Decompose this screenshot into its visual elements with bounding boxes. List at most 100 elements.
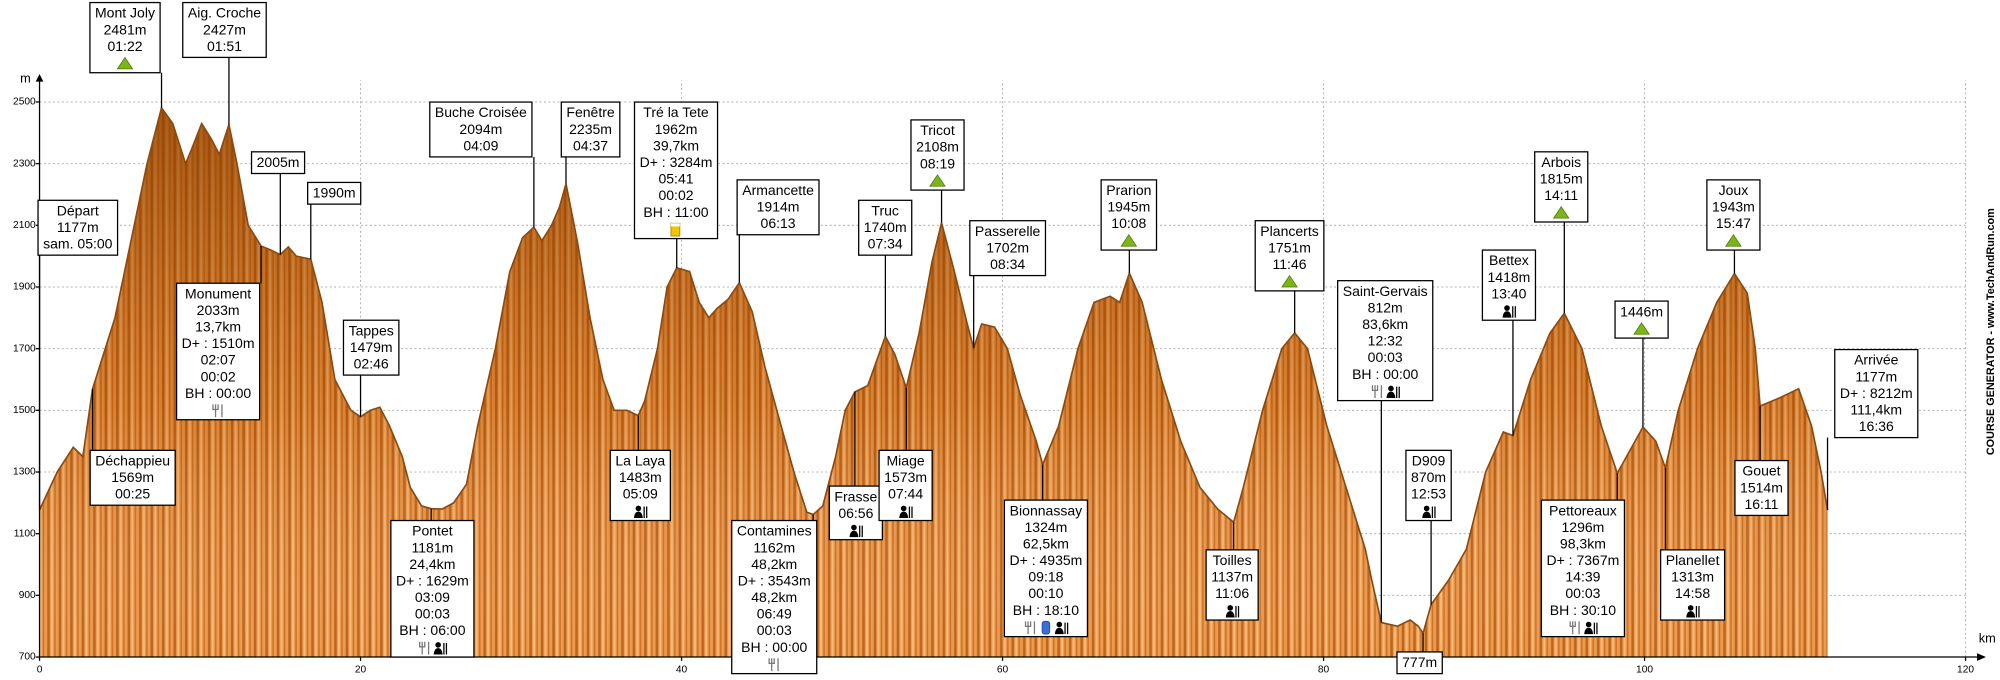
- aid-icon: [849, 530, 859, 538]
- waypoint-label: 05:41: [658, 171, 693, 187]
- restaurant-icon: [1024, 621, 1036, 635]
- waypoint-label: Prarion: [1106, 182, 1151, 198]
- waypoint-label: 02:46: [354, 356, 389, 372]
- waypoint-label: 62,5km: [1023, 535, 1069, 551]
- waypoint-label: Pontet: [412, 523, 453, 539]
- waypoint-box: [1254, 220, 1325, 292]
- waypoint-label: 14:39: [1565, 569, 1600, 585]
- waypoint-label: Arrivée: [1854, 352, 1899, 368]
- waypoint: 777m: [1396, 633, 1443, 675]
- credit: COURSE GENERATOR - www.TechAndRun.com: [1985, 208, 1997, 455]
- waypoint-box: [633, 101, 719, 240]
- waypoint-label: Contamines: [737, 523, 812, 539]
- waypoint-label: 1751m: [1268, 239, 1311, 255]
- waypoint-label: 07:34: [868, 236, 903, 252]
- waypoint-box: [250, 151, 306, 175]
- waypoint-label: 777m: [1402, 654, 1437, 670]
- waypoint-box: [1337, 280, 1434, 402]
- waypoint-label: 14:11: [1544, 187, 1578, 203]
- x-tick-label: 20: [355, 664, 367, 675]
- waypoint-label: Joux: [1719, 182, 1749, 198]
- waypoint-label: Gouet: [1742, 463, 1780, 479]
- restaurant-icon: [212, 404, 223, 418]
- waypoint-label: 15:47: [1716, 215, 1751, 231]
- waypoint-box: [1003, 499, 1089, 638]
- waypoint-label: D+ : 3284m: [640, 154, 713, 170]
- aid-icon: [1584, 627, 1594, 635]
- aid-icon: [899, 511, 909, 518]
- waypoint-label: BH : 06:00: [399, 622, 465, 638]
- waypoint-label: Déchappieu: [95, 453, 170, 469]
- waypoint-label: 04:09: [463, 137, 498, 153]
- waypoint-label: Plancerts: [1260, 223, 1318, 239]
- waypoint-label: 2427m: [203, 21, 246, 37]
- waypoint-label: Arbois: [1541, 154, 1581, 170]
- waypoint-label: BH : 30:10: [1550, 602, 1616, 618]
- waypoint-box: [307, 181, 362, 205]
- aid-icon: [1502, 311, 1512, 318]
- summit-icon: [1552, 205, 1570, 219]
- aid-icon: [1388, 385, 1394, 392]
- y-tick-label: 1500: [13, 405, 36, 416]
- waypoint-label: D+ : 1629m: [396, 572, 469, 588]
- waypoint-box: [1396, 651, 1443, 675]
- aid-icon: [1227, 605, 1234, 611]
- waypoint-label: BH : 00:00: [1352, 366, 1418, 382]
- profile-shade: [39, 107, 1828, 658]
- y-axis-label: m: [20, 70, 31, 85]
- summit-icon: [1725, 234, 1742, 247]
- waypoint-label: Mont Joly: [95, 5, 155, 21]
- waypoint-label: 870m: [1411, 469, 1446, 485]
- waypoint-label: Bettex: [1489, 252, 1529, 268]
- waypoint-label: 07:44: [888, 486, 923, 502]
- aid-icon: [1512, 306, 1516, 318]
- waypoint-label: 06:13: [761, 215, 796, 231]
- beer-icon: [670, 223, 680, 227]
- waypoint-label: 03:09: [415, 589, 450, 605]
- waypoint-label: 11:06: [1215, 585, 1249, 601]
- waypoint-label: Aig. Croche: [188, 5, 261, 21]
- waypoint-box: [429, 101, 533, 158]
- waypoint-label: 1943m: [1712, 199, 1755, 215]
- waypoint-box: [390, 519, 475, 658]
- waypoint-label: 2108m: [916, 139, 959, 155]
- waypoint-label: 1990m: [313, 185, 356, 201]
- aid-icon: [635, 505, 642, 512]
- waypoint-label: 12:32: [1368, 333, 1403, 349]
- waypoint-label: Miage: [887, 453, 925, 469]
- aid-icon: [1054, 627, 1064, 635]
- waypoint-label: 2481m: [104, 21, 147, 37]
- aid-icon: [908, 506, 913, 518]
- aid-icon: [1431, 506, 1436, 518]
- waypoint-label: 1162m: [753, 539, 795, 555]
- y-tick-label: 2300: [13, 158, 36, 169]
- waypoint-label: 48,2km: [751, 556, 797, 572]
- waypoint-label: 2094m: [459, 121, 502, 137]
- x-axis-label: km: [1979, 631, 1996, 646]
- restaurant-icon: [419, 641, 430, 655]
- y-tick-label: 1300: [13, 467, 36, 478]
- waypoint: 1446m: [1614, 300, 1669, 427]
- waypoint-label: Bionnassay: [1010, 502, 1082, 518]
- aid-icon: [435, 642, 441, 648]
- waypoint-label: 2235m: [569, 121, 612, 137]
- waypoint-label: 48,2km: [751, 589, 797, 605]
- y-tick-label: 1700: [13, 343, 36, 354]
- aid-icon: [1235, 606, 1240, 618]
- waypoint-label: 08:19: [920, 155, 955, 171]
- waypoint-label: 06:56: [838, 505, 873, 521]
- waypoint-label: Toilles: [1213, 552, 1252, 568]
- waypoint-label: 1702m: [986, 239, 1029, 255]
